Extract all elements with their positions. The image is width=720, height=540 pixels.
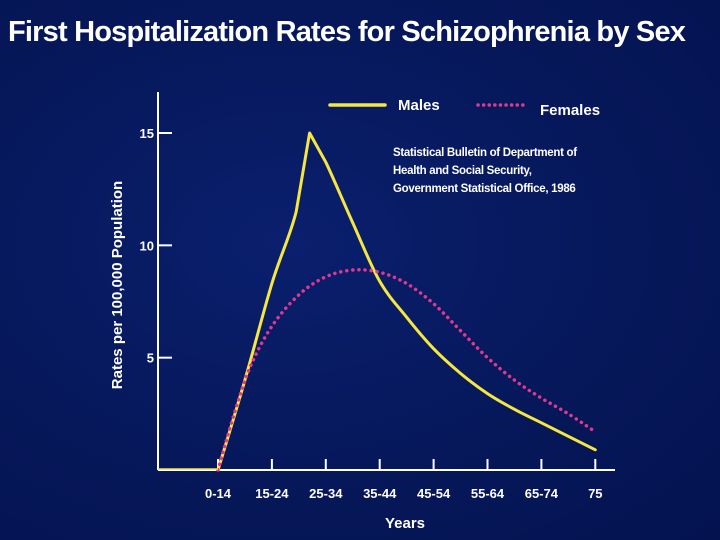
axes <box>157 92 615 471</box>
x-tick-label: 0-14 <box>205 486 232 501</box>
y-ticks: 5 10 15 <box>140 126 172 366</box>
x-tick-label: 35-44 <box>363 486 397 501</box>
series-line-females <box>216 267 598 472</box>
y-tick-label: 10 <box>140 238 154 253</box>
x-tick-label: 55-64 <box>471 486 505 501</box>
y-axis-title: Rates per 100,000 Population <box>109 181 126 389</box>
x-axis-title: Years <box>385 515 425 532</box>
source-line-1: Statistical Bulletin of Department of <box>393 147 577 159</box>
x-tick-label: 15-24 <box>255 486 289 501</box>
x-ticks: 0-14 15-24 25-34 35-44 45-54 55-64 65-74 75 <box>205 459 603 501</box>
series-lines <box>158 131 598 472</box>
source-line-3: Government Statistical Office, 1986 <box>393 183 576 195</box>
x-tick-label: 45-54 <box>417 486 451 501</box>
y-tick-label: 5 <box>147 351 154 366</box>
source-annotation: Statistical Bulletin of Department of He… <box>393 147 578 195</box>
legend-label-females: Females <box>540 102 600 119</box>
source-line-2: Health and Social Security, <box>393 165 532 177</box>
series-line-males <box>216 131 597 472</box>
x-tick-label: 25-34 <box>309 486 343 501</box>
x-tick-label: 75 <box>588 486 602 501</box>
legend: Males Females <box>328 97 600 119</box>
x-tick-label: 65-74 <box>525 486 559 501</box>
chart-title: First Hospitalization Rates for Schizoph… <box>8 16 686 48</box>
y-tick-label: 15 <box>140 126 154 141</box>
legend-label-males: Males <box>398 97 440 114</box>
